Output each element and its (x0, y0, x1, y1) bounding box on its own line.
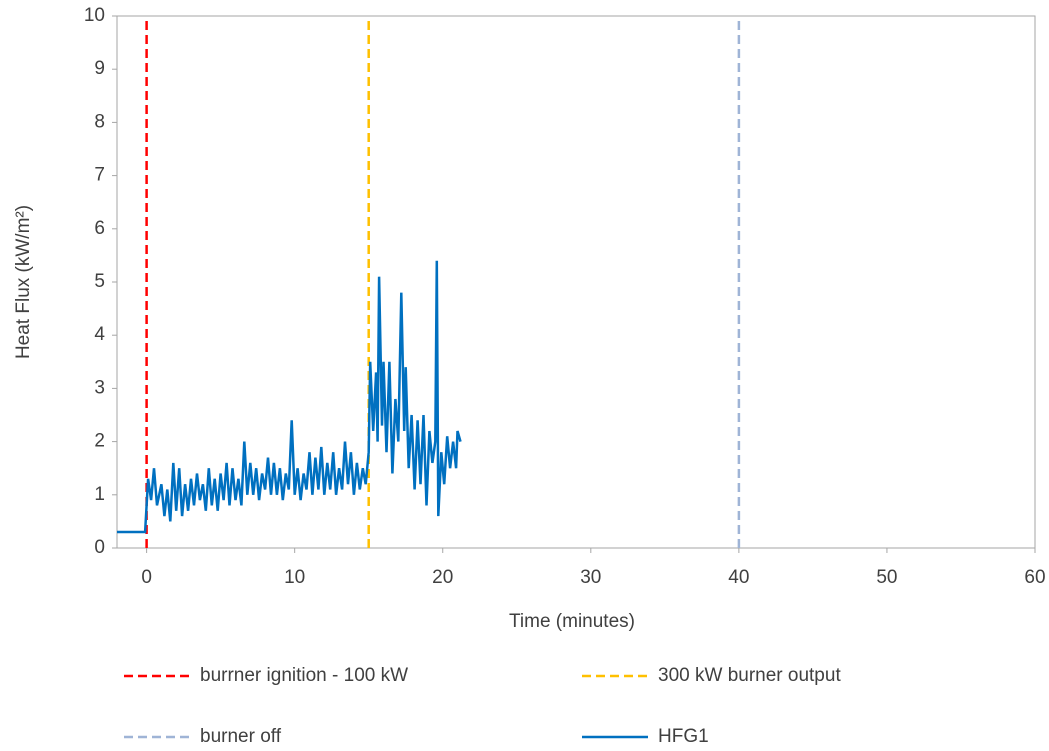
y-axis-title: Heat Flux (kW/m²) (13, 205, 34, 359)
x-tick-label: 0 (141, 567, 152, 588)
x-tick-label: 20 (432, 567, 453, 588)
legend-label: 300 kW burner output (658, 665, 841, 686)
x-tick-label: 30 (580, 567, 601, 588)
y-tick-label: 7 (94, 165, 105, 186)
y-tick-label: 3 (94, 377, 105, 398)
x-axis-title: Time (minutes) (509, 611, 635, 632)
y-tick-label: 5 (94, 271, 105, 292)
plot-frame (116, 15, 1036, 549)
y-tick-label: 10 (84, 5, 105, 26)
x-tick-label: 10 (284, 567, 305, 588)
y-tick-label: 0 (94, 537, 105, 558)
x-tick-label: 50 (876, 567, 897, 588)
data-line (117, 260, 462, 534)
y-tick-label: 2 (94, 431, 105, 452)
y-tick-label: 8 (94, 111, 105, 132)
legend-label: burner off (200, 726, 282, 747)
x-tick-label: 40 (728, 567, 749, 588)
legend-label: HFG1 (658, 726, 709, 747)
legend-label: burrner ignition - 100 kW (200, 665, 408, 686)
y-tick-label: 9 (94, 58, 105, 79)
x-tick-label: 60 (1024, 567, 1045, 588)
y-tick-label: 6 (94, 218, 105, 239)
y-tick-label: 4 (94, 324, 105, 345)
y-tick-label: 1 (94, 484, 105, 505)
